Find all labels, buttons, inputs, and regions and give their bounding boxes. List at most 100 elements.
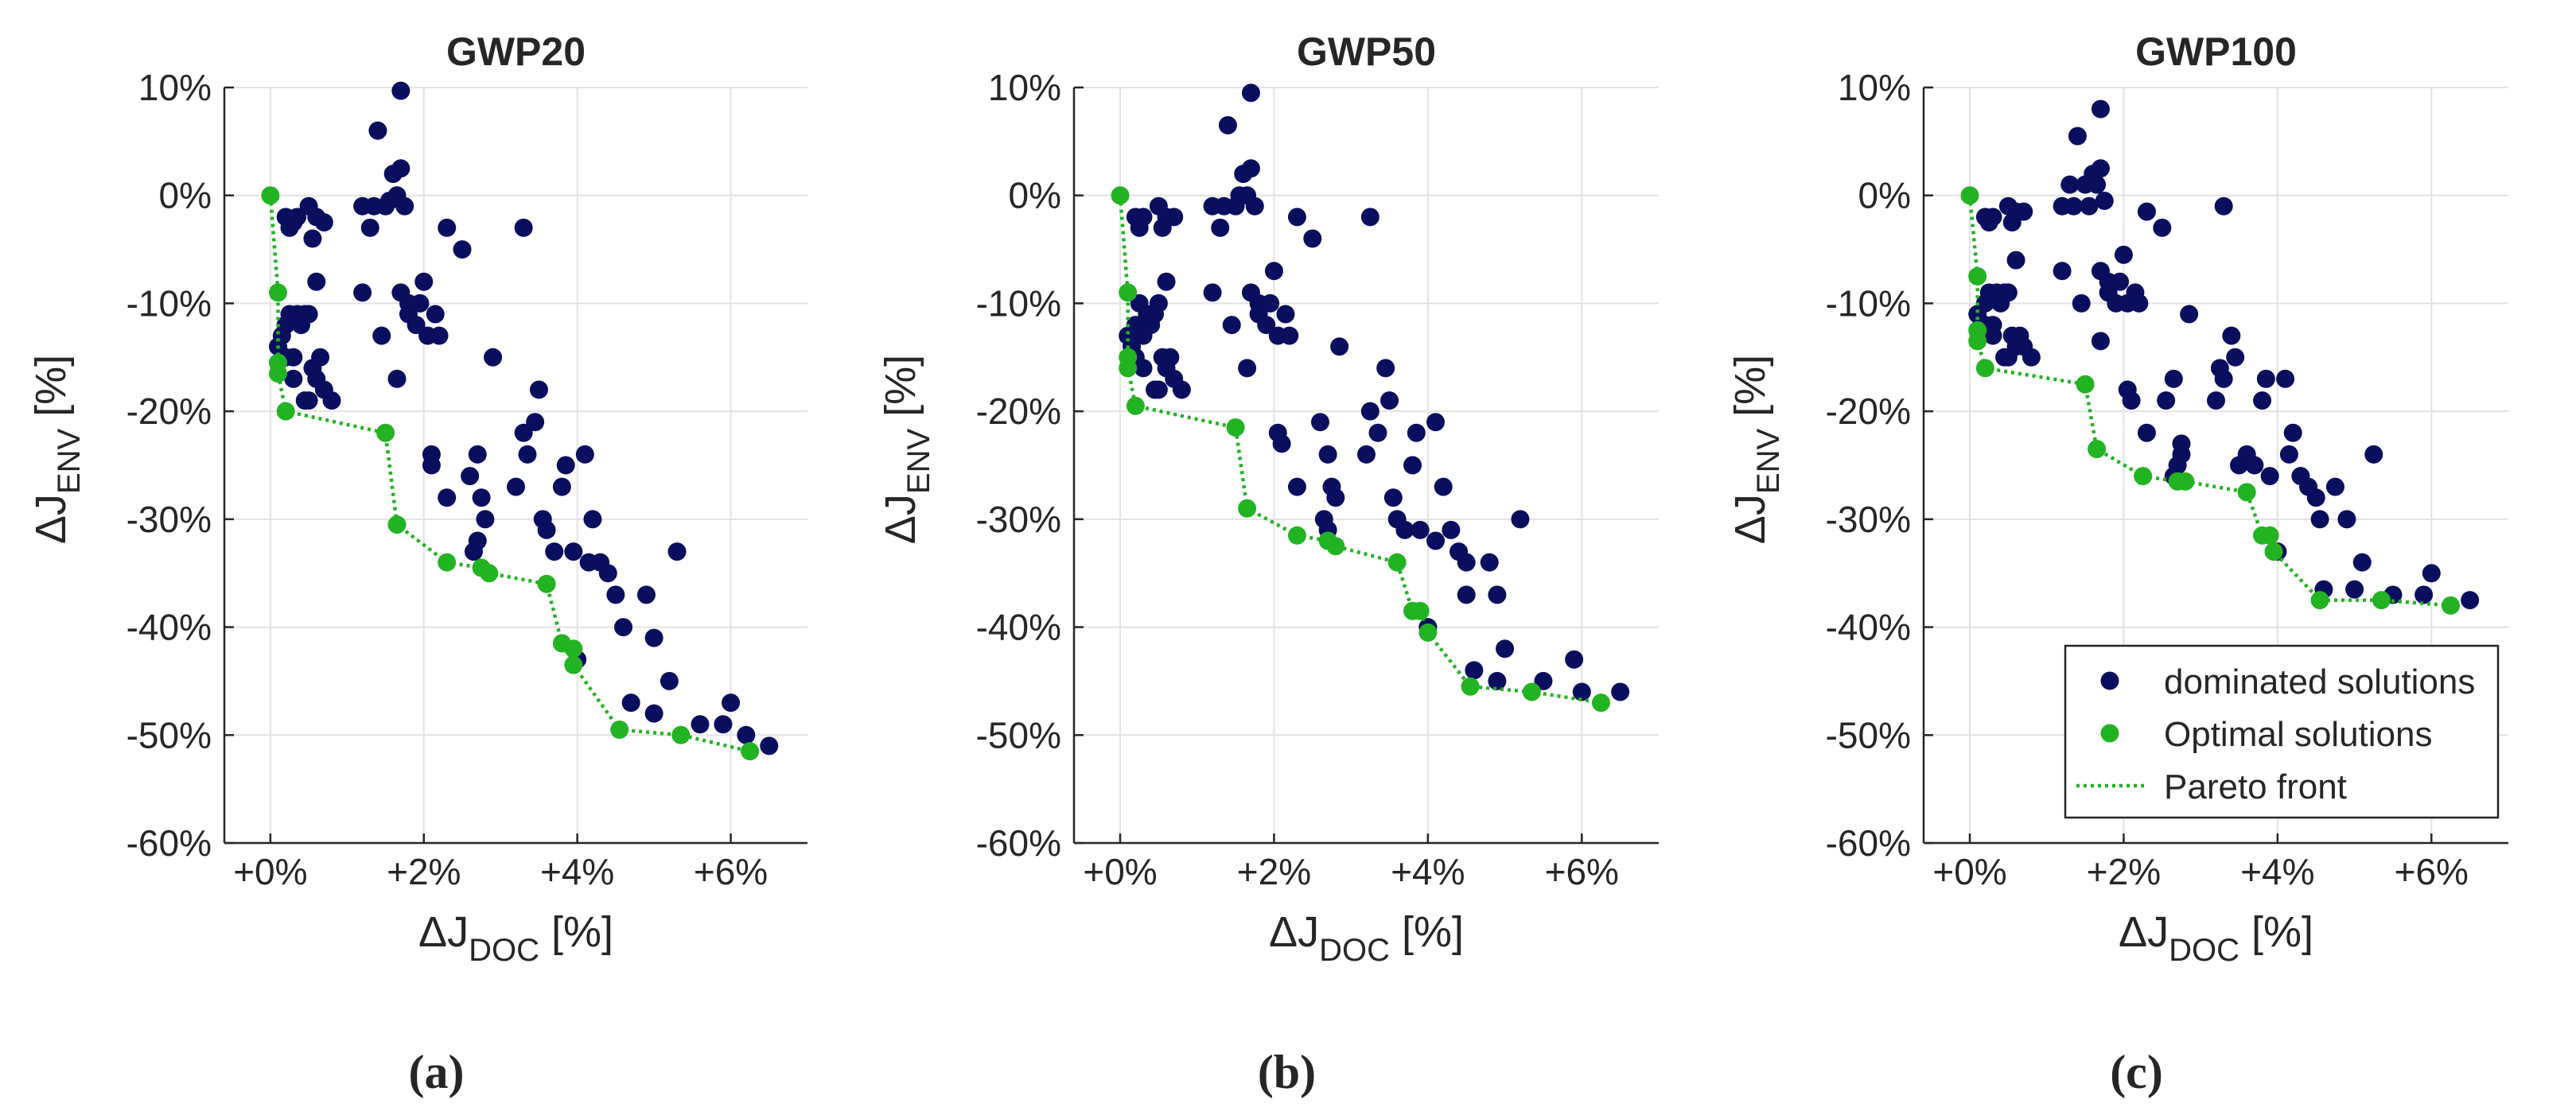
dominated-point (1457, 553, 1476, 572)
dominated-point (583, 510, 602, 529)
dominated-point (2226, 348, 2245, 367)
x-axis-label-unit: [%] (539, 908, 613, 956)
dominated-point (438, 218, 457, 237)
dominated-point (1245, 196, 1264, 216)
dominated-point (1157, 359, 1176, 378)
dominated-point (2091, 99, 2110, 118)
dominated-point (1403, 456, 1422, 475)
x-tick-label: +2% (387, 851, 461, 892)
optimal-point (2076, 375, 2095, 394)
dominated-point (1465, 661, 1484, 680)
dominated-point (360, 218, 379, 237)
optimal-point (2264, 542, 2283, 561)
optimal-point (2237, 483, 2256, 502)
dominated-point (391, 283, 411, 302)
dominated-point (2060, 175, 2080, 194)
optimal-point (1238, 499, 1257, 518)
dominated-point (514, 423, 533, 442)
x-axis-label-main: ΔJ (1269, 908, 1319, 956)
optimal-point (2176, 472, 2195, 491)
optimal-point (1119, 359, 1138, 378)
legend-marker-optimal (2100, 724, 2119, 743)
dominated-point (2345, 580, 2364, 599)
optimal-point (2134, 467, 2153, 486)
dominated-point (311, 348, 330, 367)
dominated-point (691, 715, 710, 734)
x-tick-label: +6% (1545, 851, 1619, 892)
dominated-point (644, 628, 663, 647)
optimal-point (2441, 596, 2460, 615)
dominated-point (1241, 159, 1260, 178)
optimal-point (2310, 591, 2329, 610)
dominated-point (1488, 671, 1507, 690)
x-axis-label-subscript: DOC (1319, 933, 1390, 968)
dominated-point (564, 542, 583, 561)
dominated-point (1611, 682, 1630, 701)
dominated-point (1276, 305, 1295, 324)
dominated-point (2415, 585, 2434, 604)
y-axis-label: ΔJENV [%] (1726, 355, 1786, 544)
dominated-point (518, 445, 537, 464)
x-tick-label: +0% (1083, 851, 1157, 892)
dominated-point (372, 326, 391, 345)
dominated-point (2253, 391, 2272, 410)
x-tick-label: +6% (2395, 851, 2469, 892)
dominated-point (2256, 369, 2275, 388)
dominated-point (667, 542, 687, 561)
dominated-point (1565, 650, 1584, 669)
legend-box (2064, 644, 2500, 819)
x-tick-label: +0% (233, 851, 307, 892)
y-axis-label: ΔJENV [%] (877, 355, 936, 544)
subfigure-caption: (b) (1258, 1046, 1316, 1098)
chart-title: GWP100 (2135, 29, 2297, 74)
dominated-point (1380, 391, 1399, 410)
optimal-point (2372, 591, 2391, 610)
dominated-point (1287, 477, 1306, 496)
dominated-point (1360, 402, 1379, 421)
dominated-point (299, 391, 318, 410)
dominated-point (1303, 229, 1322, 248)
y-axis-label-unit: [%] (877, 355, 924, 429)
x-axis-label: ΔJDOC [%] (1269, 908, 1464, 968)
dominated-point (1480, 553, 1499, 572)
dominated-point (2214, 196, 2233, 216)
dominated-point (1534, 671, 1553, 690)
dominated-point (514, 218, 533, 237)
dominated-point (722, 693, 741, 713)
x-tick-label: +4% (1391, 851, 1465, 892)
y-tick-label: -10% (1826, 282, 1911, 324)
dominated-point (2276, 369, 2295, 388)
dominated-point (2245, 456, 2264, 475)
dominated-point (2064, 196, 2084, 216)
optimal-point (1126, 396, 1145, 415)
y-tick-label: -30% (126, 499, 212, 540)
legend-label-dominated: dominated solutions (2164, 662, 2475, 701)
x-tick-label: +2% (1237, 851, 1311, 892)
y-axis-label-subscript: ENV (1751, 429, 1786, 495)
dominated-point (1426, 413, 1446, 432)
legend-label-pareto: Pareto front (2164, 767, 2347, 806)
dominated-point (2080, 196, 2099, 216)
dominated-point (430, 326, 449, 345)
dominated-point (1287, 208, 1306, 227)
x-tick-label: +6% (694, 851, 768, 892)
legend: dominated solutions Optimal solutions Pare… (2064, 644, 2500, 819)
y-axis-label-main: ΔJ (877, 494, 924, 544)
dominated-point (1998, 348, 2018, 367)
pareto-front-line (1118, 195, 1601, 705)
dominated-point (2222, 326, 2241, 345)
dominated-point (2157, 391, 2176, 410)
dominated-point (284, 369, 303, 388)
dominated-point (1511, 510, 1530, 529)
dominated-point (2422, 564, 2441, 583)
dominated-point (1368, 423, 1387, 442)
dominated-point (556, 456, 575, 475)
optimal-point (671, 725, 691, 744)
dominated-point (2180, 305, 2199, 324)
dominated-point (714, 715, 733, 734)
y-tick-label: 0% (159, 175, 212, 216)
optimal-point (1968, 332, 1987, 351)
y-tick-label: 0% (1009, 175, 1061, 216)
x-axis-label-unit: [%] (1390, 908, 1464, 956)
dominated-point (2014, 202, 2033, 221)
